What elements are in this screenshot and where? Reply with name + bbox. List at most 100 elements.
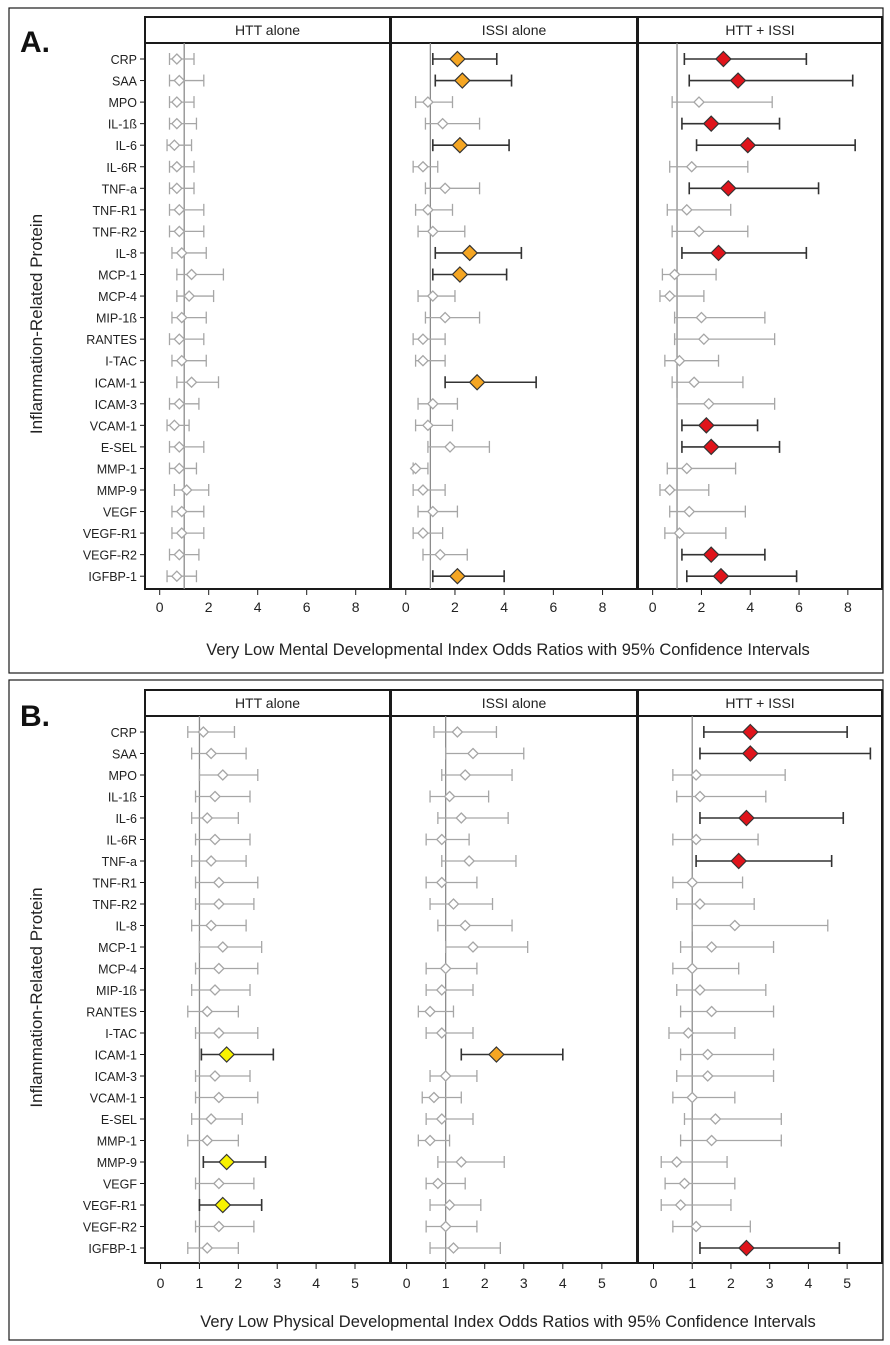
- ci-row: [417, 1134, 451, 1147]
- odds-ratio-point: [205, 1113, 218, 1125]
- odds-ratio-point: [694, 790, 706, 803]
- ci-row: [194, 1177, 255, 1190]
- protein-label: VEGF: [103, 506, 137, 520]
- ci-row: [168, 440, 205, 453]
- odds-ratio-point: [701, 1048, 714, 1061]
- odds-ratio-point: [443, 1199, 456, 1211]
- ci-row: [672, 962, 740, 975]
- ci-row: [194, 876, 259, 889]
- ci-row: [683, 50, 808, 68]
- odds-ratio-point: [467, 747, 479, 760]
- odds-ratio-point: [173, 203, 186, 216]
- ci-row: [166, 570, 198, 583]
- odds-ratio-point: [435, 1027, 448, 1039]
- ci-row: [187, 1242, 239, 1254]
- odds-ratio-point: [212, 1027, 225, 1039]
- panel-frame: [8, 7, 884, 674]
- ci-row: [699, 809, 845, 827]
- odds-ratio-point: [447, 898, 460, 910]
- ci-row: [679, 1005, 775, 1018]
- protein-label: ICAM-1: [95, 376, 137, 390]
- x-tick-label: 4: [559, 1275, 567, 1291]
- odds-ratio-point: [170, 160, 183, 173]
- ci-row: [168, 53, 195, 65]
- protein-label: IL-6R: [106, 834, 137, 848]
- protein-label: ICAM-3: [95, 1070, 137, 1084]
- ci-row: [191, 1113, 243, 1125]
- ci-row: [166, 419, 190, 432]
- ci-row: [176, 290, 215, 303]
- ci-row: [425, 1113, 474, 1125]
- odds-ratio-point: [212, 962, 225, 975]
- ci-row: [672, 833, 759, 846]
- ci-row: [417, 505, 459, 518]
- x-tick-label: 6: [795, 599, 803, 615]
- ci-row: [187, 1005, 239, 1018]
- ci-row: [171, 354, 207, 367]
- protein-label: ICAM-1: [95, 1049, 137, 1063]
- ci-row: [417, 397, 459, 410]
- odds-ratio-point: [209, 790, 221, 803]
- protein-label: SAA: [112, 75, 138, 89]
- protein-label: VEGF-R1: [83, 527, 137, 541]
- ci-row: [437, 812, 509, 824]
- ci-row: [676, 397, 776, 410]
- panel-a: A. Inflammation-Related Protein CRP SAA MPO I…: [8, 7, 884, 674]
- protein-label: IL-6: [115, 812, 137, 826]
- x-tick-label: 3: [520, 1275, 528, 1291]
- x-tick-label: 2: [234, 1275, 242, 1291]
- odds-ratio-point: [212, 1091, 225, 1104]
- ci-row: [424, 117, 481, 130]
- odds-ratio-point: [417, 484, 429, 496]
- ci-row: [671, 96, 773, 109]
- odds-ratio-point: [459, 769, 472, 781]
- protein-label: MMP-9: [97, 484, 137, 498]
- x-tick-label: 8: [352, 599, 360, 615]
- ci-row: [432, 266, 508, 283]
- ci-row: [688, 72, 854, 89]
- odds-ratio-point: [710, 244, 727, 262]
- x-tick-label: 4: [254, 599, 262, 615]
- facet-strip: [637, 689, 883, 717]
- odds-ratio-point: [449, 567, 466, 585]
- odds-ratio-point: [729, 72, 747, 89]
- ci-row: [432, 136, 510, 154]
- ci-row: [176, 268, 225, 281]
- protein-label: TNF-R1: [93, 877, 137, 891]
- ci-row: [424, 311, 481, 324]
- odds-ratio-point: [212, 876, 225, 889]
- odds-ratio-point: [426, 290, 439, 302]
- ci-row: [445, 941, 529, 953]
- odds-ratio-point: [185, 268, 198, 281]
- odds-ratio-point: [439, 1070, 452, 1082]
- ci-row: [414, 203, 454, 216]
- odds-ratio-point: [417, 527, 429, 540]
- ci-row: [664, 527, 727, 540]
- panel-label: B.: [20, 700, 50, 733]
- ci-row: [424, 182, 481, 195]
- ci-row: [444, 373, 537, 391]
- odds-ratio-point: [705, 941, 718, 953]
- x-tick-label: 5: [843, 1275, 851, 1291]
- ci-row: [695, 136, 856, 154]
- ci-row: [432, 50, 498, 68]
- ci-row: [699, 745, 872, 762]
- x-tick-label: 0: [403, 1275, 411, 1291]
- x-axis-title: Very Low Physical Developmental Index Od…: [200, 1313, 815, 1331]
- odds-ratio-point: [173, 440, 186, 453]
- ci-row: [429, 1199, 482, 1211]
- x-tick-label: 0: [157, 1275, 165, 1291]
- odds-ratio-point: [702, 397, 715, 410]
- protein-label: IL-6: [115, 139, 137, 153]
- odds-ratio-point: [201, 1134, 214, 1147]
- odds-ratio-point: [738, 809, 755, 827]
- odds-ratio-point: [170, 117, 183, 130]
- ci-row: [660, 1156, 728, 1168]
- protein-label: CRP: [111, 726, 137, 740]
- odds-ratio-point: [670, 1156, 683, 1168]
- ci-row: [671, 225, 749, 238]
- protein-label: VEGF-R2: [83, 1221, 137, 1235]
- x-tick-label: 4: [805, 1275, 813, 1291]
- ci-row: [664, 354, 720, 367]
